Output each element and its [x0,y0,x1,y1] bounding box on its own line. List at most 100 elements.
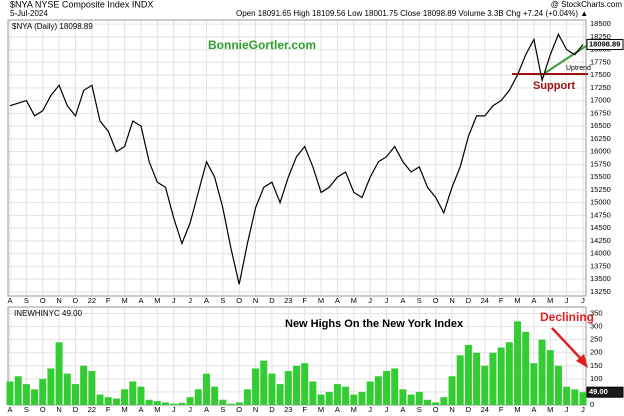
x-tick-label: M [318,405,324,414]
last-value-label: 49.00 [589,387,608,396]
x-tick-label: A [138,405,143,414]
x-tick-label: A [335,296,340,305]
bar [63,373,71,405]
arrow-head [576,354,588,368]
bar [399,389,407,405]
y-tick-label: 0 [590,400,594,409]
bar [47,368,55,405]
bar [129,381,137,405]
y-tick-label: 17250 [590,83,611,92]
x-tick-label: A [7,296,12,305]
bar [309,381,317,405]
x-tick-label: O [40,405,46,414]
y-tick-label: 16250 [590,134,611,143]
x-tick-label: F [499,405,504,414]
y-tick-label: 17500 [590,70,611,79]
bar [6,381,14,405]
bar [358,391,366,405]
y-tick-label: 13500 [590,274,611,283]
last-value-box [586,39,624,51]
bar [121,389,129,405]
y-tick-label: 250 [590,335,603,344]
bar [39,378,47,405]
bar [162,402,170,405]
x-tick-label: M [121,405,127,414]
x-tick-label: D [466,296,472,305]
x-tick-label: S [417,405,422,414]
x-tick-label: A [204,296,209,305]
x-tick-label: F [302,405,307,414]
bar [31,389,39,405]
bar [473,352,481,405]
bar [464,344,472,405]
x-tick-label: S [24,296,29,305]
bar [260,360,268,405]
bar [423,399,431,405]
x-tick-label: J [188,296,192,305]
y-tick-label: 15250 [590,185,611,194]
bar [153,401,161,405]
bar [407,394,415,405]
x-tick-label: A [138,296,143,305]
declining-label: Declining [540,310,594,324]
y-tick-label: 18250 [590,32,611,41]
x-tick-label: A [400,296,405,305]
x-tick-label: M [154,296,160,305]
y-tick-label: 150 [590,361,603,370]
bar [571,389,579,405]
x-tick-label: N [449,296,454,305]
x-tick-label: A [531,405,536,414]
ohlc-info: Open 18091.65 High 18109.56 Low 18001.75… [236,9,588,18]
x-tick-label: J [188,405,192,414]
x-tick-label: 22 [88,296,96,305]
x-tick-label: O [236,405,242,414]
y-tick-label: 200 [590,348,603,357]
bar [538,339,546,405]
chart-title: $NYA NYSE Composite Index INDX [10,0,153,9]
x-tick-label: M [154,405,160,414]
bar [333,384,341,405]
y-tick-label: 15000 [590,198,611,207]
bar [104,397,112,405]
x-tick-label: J [581,296,585,305]
x-tick-label: M [318,296,324,305]
bar [415,391,423,405]
bar [276,384,284,405]
x-tick-label: S [24,405,29,414]
bar [219,399,227,405]
x-tick-label: A [7,405,12,414]
x-tick-label: 24 [481,405,489,414]
x-tick-label: S [417,296,422,305]
x-tick-label: D [466,405,472,414]
declining-arrow [551,327,583,361]
x-tick-label: J [581,405,585,414]
bar [186,397,194,405]
y-tick-label: 14000 [590,249,611,258]
x-tick-label: N [56,296,61,305]
x-tick-label: N [253,296,258,305]
bar [317,394,325,405]
bar [383,371,391,405]
bar [448,376,456,405]
bar [342,386,350,405]
bar [71,384,79,405]
x-tick-label: M [121,296,127,305]
bar [325,391,333,405]
last-value-label: 18098.89 [589,40,620,49]
bar [554,365,562,405]
x-tick-label: D [73,296,79,305]
legend: INEWHINYC 49.00 [14,309,83,318]
y-tick-label: 13250 [590,287,611,296]
chart-date: 5-Jul-2024 [10,9,48,18]
y-tick-label: 17000 [590,96,611,105]
x-tick-label: 23 [284,405,292,414]
bar [546,350,554,405]
bar [432,402,440,405]
x-tick-label: N [449,405,454,414]
bar [481,365,489,405]
x-tick-label: F [106,405,111,414]
x-tick-label: O [40,296,46,305]
x-tick-label: A [335,405,340,414]
x-tick-label: N [253,405,258,414]
